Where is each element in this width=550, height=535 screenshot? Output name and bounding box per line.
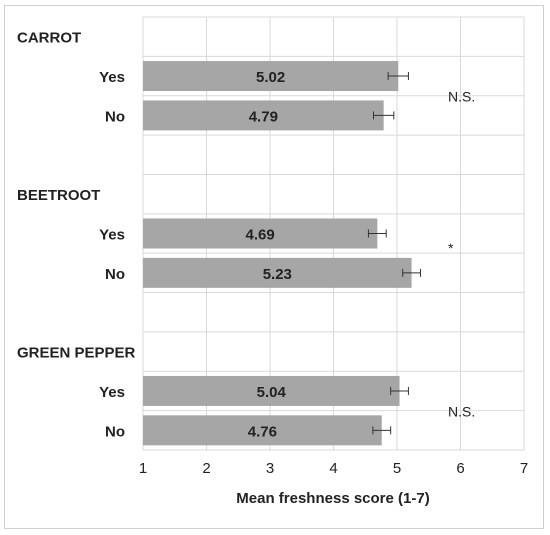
x-tick-label: 2 xyxy=(202,460,210,477)
category-label: Yes xyxy=(99,69,125,86)
bar xyxy=(143,257,412,288)
x-tick-label: 4 xyxy=(329,460,337,477)
data-label: 5.02 xyxy=(256,69,285,86)
significance-marker: N.S. xyxy=(448,404,475,420)
group-label: GREEN PEPPER xyxy=(17,345,136,362)
label-layer: 1 2 3 4 5 6 7 CARROT Yes 5.02 No 4.79 N.S. BEETROOT Ye… xyxy=(17,30,528,477)
data-label: 4.69 xyxy=(246,227,275,244)
significance-marker: * xyxy=(448,240,454,256)
group-label: CARROT xyxy=(17,30,81,47)
category-label: Yes xyxy=(99,227,125,244)
data-label: 4.76 xyxy=(248,423,277,440)
x-tick-label: 5 xyxy=(393,460,401,477)
data-label: 5.23 xyxy=(263,266,292,283)
significance-marker: N.S. xyxy=(448,89,475,105)
x-tick-label: 7 xyxy=(520,460,528,477)
data-label: 4.79 xyxy=(249,108,278,125)
category-label: No xyxy=(105,266,125,283)
x-tick-label: 1 xyxy=(139,460,147,477)
x-axis-title: Mean freshness score (1-7) xyxy=(236,490,429,507)
data-label: 5.04 xyxy=(257,384,287,401)
category-label: Yes xyxy=(99,384,125,401)
category-label: No xyxy=(105,423,125,440)
x-tick-label: 6 xyxy=(456,460,464,477)
bar xyxy=(143,218,378,249)
bar xyxy=(143,415,382,446)
x-tick-label: 3 xyxy=(266,460,274,477)
bar xyxy=(143,375,400,406)
category-label: No xyxy=(105,108,125,125)
bar xyxy=(143,61,399,92)
group-label: BEETROOT xyxy=(17,187,100,204)
bar-layer xyxy=(143,61,421,446)
bar xyxy=(143,100,384,131)
